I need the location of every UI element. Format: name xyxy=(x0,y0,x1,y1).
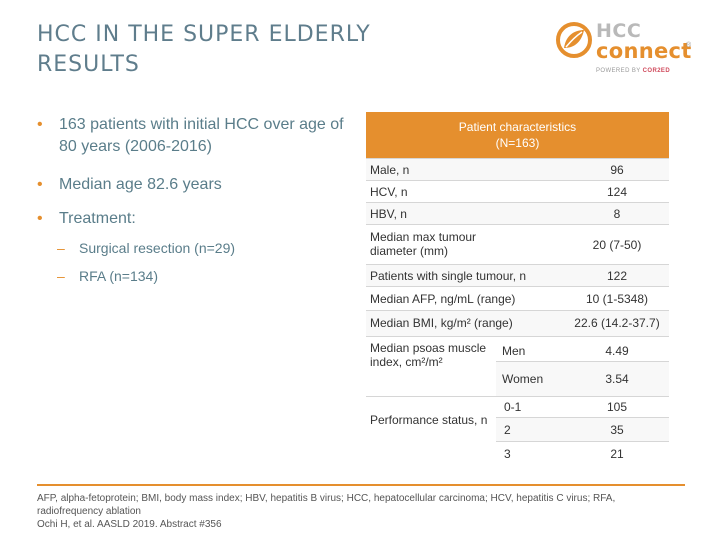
row-value: 96 xyxy=(610,163,624,177)
footer-notes: AFP, alpha-fetoprotein; BMI, body mass i… xyxy=(37,492,677,531)
sub-bullet-text: Surgical resection (n=29) xyxy=(79,240,236,256)
footer-divider xyxy=(37,484,685,486)
logo-brand: COR2ED xyxy=(642,68,671,74)
bullet-text: Treatment: xyxy=(59,210,136,227)
row-value: 20 (7-50) xyxy=(592,238,642,252)
powered-by-label: POWERED BY xyxy=(596,68,641,74)
bullet-list: • 163 patients with initial HCC over age… xyxy=(37,114,347,286)
psoas-group: Median psoas muscle index, cm²/m² Men 4.… xyxy=(366,336,669,397)
perf-row-value: 35 xyxy=(610,423,624,437)
row-value: 8 xyxy=(613,207,621,221)
table-header-n: (N=163) xyxy=(495,136,540,150)
row-value: 124 xyxy=(606,185,628,199)
bullet-item: • Treatment: xyxy=(37,208,347,230)
row-value: 10 (1-5348) xyxy=(585,292,649,306)
perf-row-label: 3 xyxy=(504,447,511,461)
patient-characteristics-table: Patient characteristics (N=163) Male, n … xyxy=(366,112,669,465)
table-row: Median BMI, kg/m² (range) 22.6 (14.2-37.… xyxy=(366,310,669,336)
table-row: Patients with single tumour, n 122 xyxy=(366,264,669,286)
row-label: Patients with single tumour, n xyxy=(370,269,527,283)
logo-powered-by: POWERED BY COR2ED xyxy=(596,68,670,74)
table-header: Patient characteristics (N=163) xyxy=(366,112,669,158)
bullet-item: • Median age 82.6 years xyxy=(37,174,347,196)
table-header-title: Patient characteristics xyxy=(458,120,577,134)
bullet-dot: • xyxy=(37,210,43,227)
row-label: Male, n xyxy=(370,163,410,177)
sub-bullet-text: RFA (n=134) xyxy=(79,268,158,284)
table-row: Median max tumour diameter (mm) 20 (7-50… xyxy=(366,224,669,264)
table-row: HBV, n 8 xyxy=(366,202,669,224)
row-value: 22.6 (14.2-37.7) xyxy=(574,316,660,330)
footer-abbreviations: AFP, alpha-fetoprotein; BMI, body mass i… xyxy=(37,493,616,517)
slide-title: HCC IN THE SUPER ELDERLY RESULTS xyxy=(37,20,417,80)
perf-row-label: 2 xyxy=(504,423,511,437)
psoas-men-value: 4.49 xyxy=(605,344,629,358)
en-dash: – xyxy=(57,268,65,284)
bullet-item: • 163 patients with initial HCC over age… xyxy=(37,114,347,158)
logo-hcc: HCC xyxy=(596,20,642,42)
logo-connect: connect xyxy=(596,39,692,63)
table-row: Median AFP, ng/mL (range) 10 (1-5348) xyxy=(366,286,669,310)
bullet-text: Median age 82.6 years xyxy=(59,176,222,193)
perf-row-3: 3 21 xyxy=(496,441,669,465)
hcc-connect-logo: HCC connect ® POWERED BY COR2ED xyxy=(552,18,702,80)
bullet-dot: • xyxy=(37,176,43,193)
perf-row-value: 105 xyxy=(606,400,628,414)
sub-bullet-item: – RFA (n=134) xyxy=(57,266,347,286)
table-row: HCV, n 124 xyxy=(366,180,669,202)
table-row: Male, n 96 xyxy=(366,158,669,180)
sub-bullet-item: – Surgical resection (n=29) xyxy=(57,238,347,258)
logo-wordmark: HCC connect xyxy=(596,20,692,63)
row-label: HCV, n xyxy=(370,185,408,199)
leaf-circle-icon xyxy=(556,22,592,58)
perf-row-label: 0-1 xyxy=(504,400,522,414)
performance-status-group: Performance status, n 0-1 105 2 35 3 21 xyxy=(366,396,669,465)
bullet-text: 163 patients with initial HCC over age o… xyxy=(59,116,344,155)
bullet-dot: • xyxy=(37,116,43,133)
perf-row-value: 21 xyxy=(610,447,624,461)
en-dash: – xyxy=(57,240,65,256)
registered-mark: ® xyxy=(686,42,692,49)
row-label: Median BMI, kg/m² (range) xyxy=(370,316,513,330)
psoas-women-row: Women 3.54 xyxy=(496,361,669,397)
row-label: HBV, n xyxy=(370,207,407,221)
row-label: Median AFP, ng/mL (range) xyxy=(370,292,516,306)
perf-row-2: 2 35 xyxy=(496,417,669,441)
title-line-2: RESULTS xyxy=(37,52,140,77)
perf-label: Performance status, n xyxy=(370,413,488,427)
psoas-men-label: Men xyxy=(502,344,526,358)
title-line-1: HCC IN THE SUPER ELDERLY xyxy=(37,22,371,47)
psoas-label: Median psoas muscle index, cm²/m² xyxy=(370,341,487,369)
psoas-women-label: Women xyxy=(502,372,544,386)
footer-reference: Ochi H, et al. AASLD 2019. Abstract #356 xyxy=(37,519,222,530)
row-value: 122 xyxy=(606,269,628,283)
psoas-women-value: 3.54 xyxy=(605,372,629,386)
row-label: Median max tumour diameter (mm) xyxy=(370,230,477,258)
